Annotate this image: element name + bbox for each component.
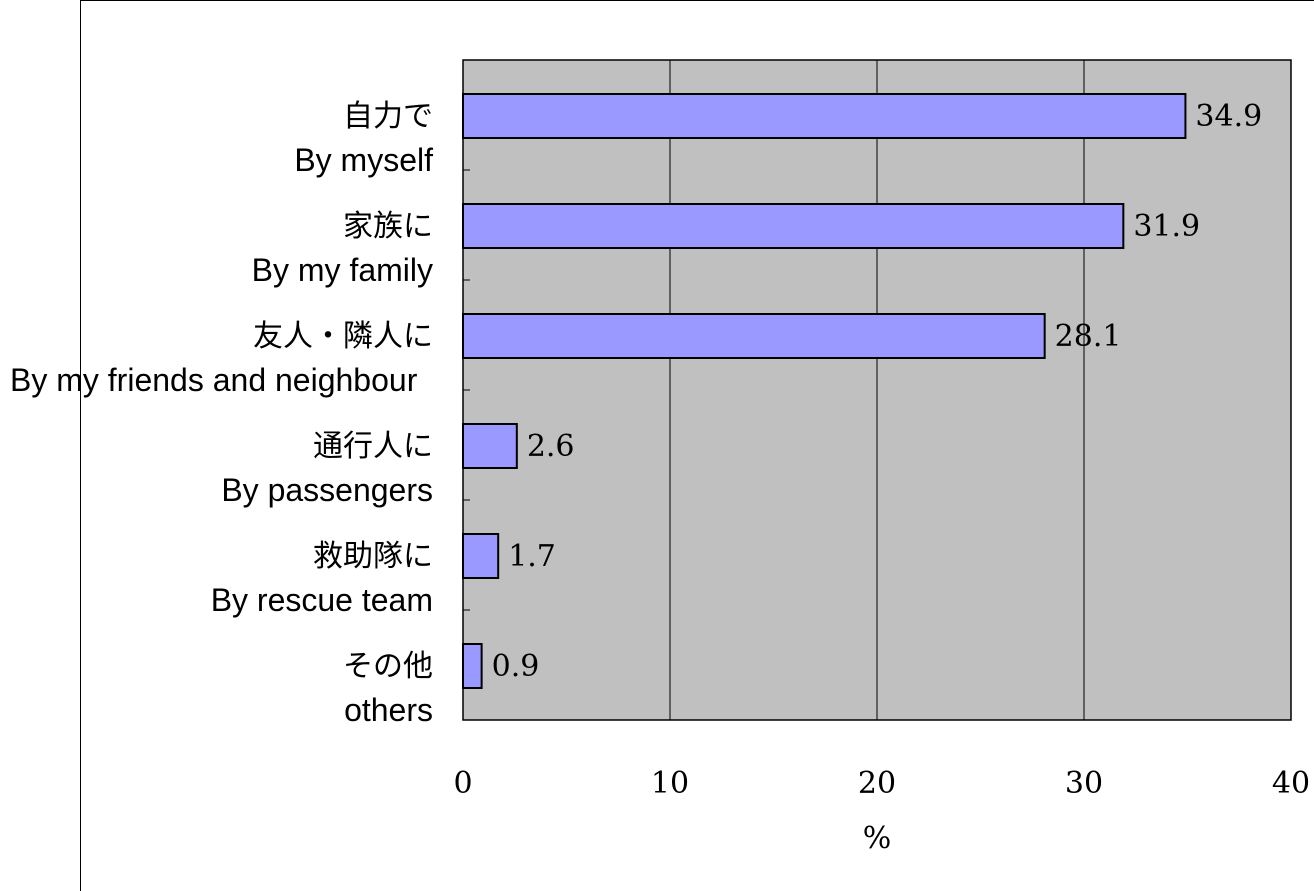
category-label-jp: 救助隊に — [313, 539, 433, 574]
category-label-en: By my friends and neighbour — [10, 362, 418, 398]
category-label-en: By my family — [252, 252, 433, 288]
bars — [462, 93, 1187, 689]
category-label-en: By passengers — [221, 472, 433, 508]
x-tick-labels: 0 10 20 30 40 — [453, 766, 1310, 801]
data-label: 34.9 — [1195, 99, 1262, 134]
category-label-jp: 自力で — [343, 99, 433, 134]
category-label-en: By myself — [294, 142, 433, 178]
x-tick-label: 0 — [453, 766, 472, 801]
category-label-en: others — [344, 692, 433, 728]
bar — [462, 203, 1125, 249]
category-label-jp: 通行人に — [313, 429, 433, 464]
x-axis-label: % — [863, 821, 892, 856]
data-label: 31.9 — [1133, 209, 1200, 244]
data-label: 2.6 — [527, 429, 575, 464]
category-labels: 自力で By myself 家族に By my family 友人・隣人に By my f… — [10, 99, 433, 728]
x-tick-label: 20 — [858, 766, 896, 801]
data-label: 0.9 — [492, 649, 540, 684]
bar — [462, 643, 483, 689]
category-label-en: By rescue team — [211, 582, 433, 618]
bar — [462, 93, 1187, 139]
x-tick-label: 40 — [1272, 766, 1310, 801]
x-tick-label: 30 — [1065, 766, 1103, 801]
data-label: 1.7 — [508, 539, 556, 574]
bar — [462, 313, 1046, 359]
x-tick-label: 10 — [651, 766, 689, 801]
gridlines — [669, 60, 1085, 720]
data-label: 28.1 — [1055, 319, 1122, 354]
bar — [462, 423, 518, 469]
category-label-jp: 家族に — [343, 209, 433, 244]
category-label-jp: その他 — [343, 649, 433, 684]
category-label-jp: 友人・隣人に — [253, 319, 433, 354]
value-labels: 34.9 31.9 28.1 2.6 1.7 0.9 — [492, 99, 1263, 684]
bar — [462, 533, 500, 579]
